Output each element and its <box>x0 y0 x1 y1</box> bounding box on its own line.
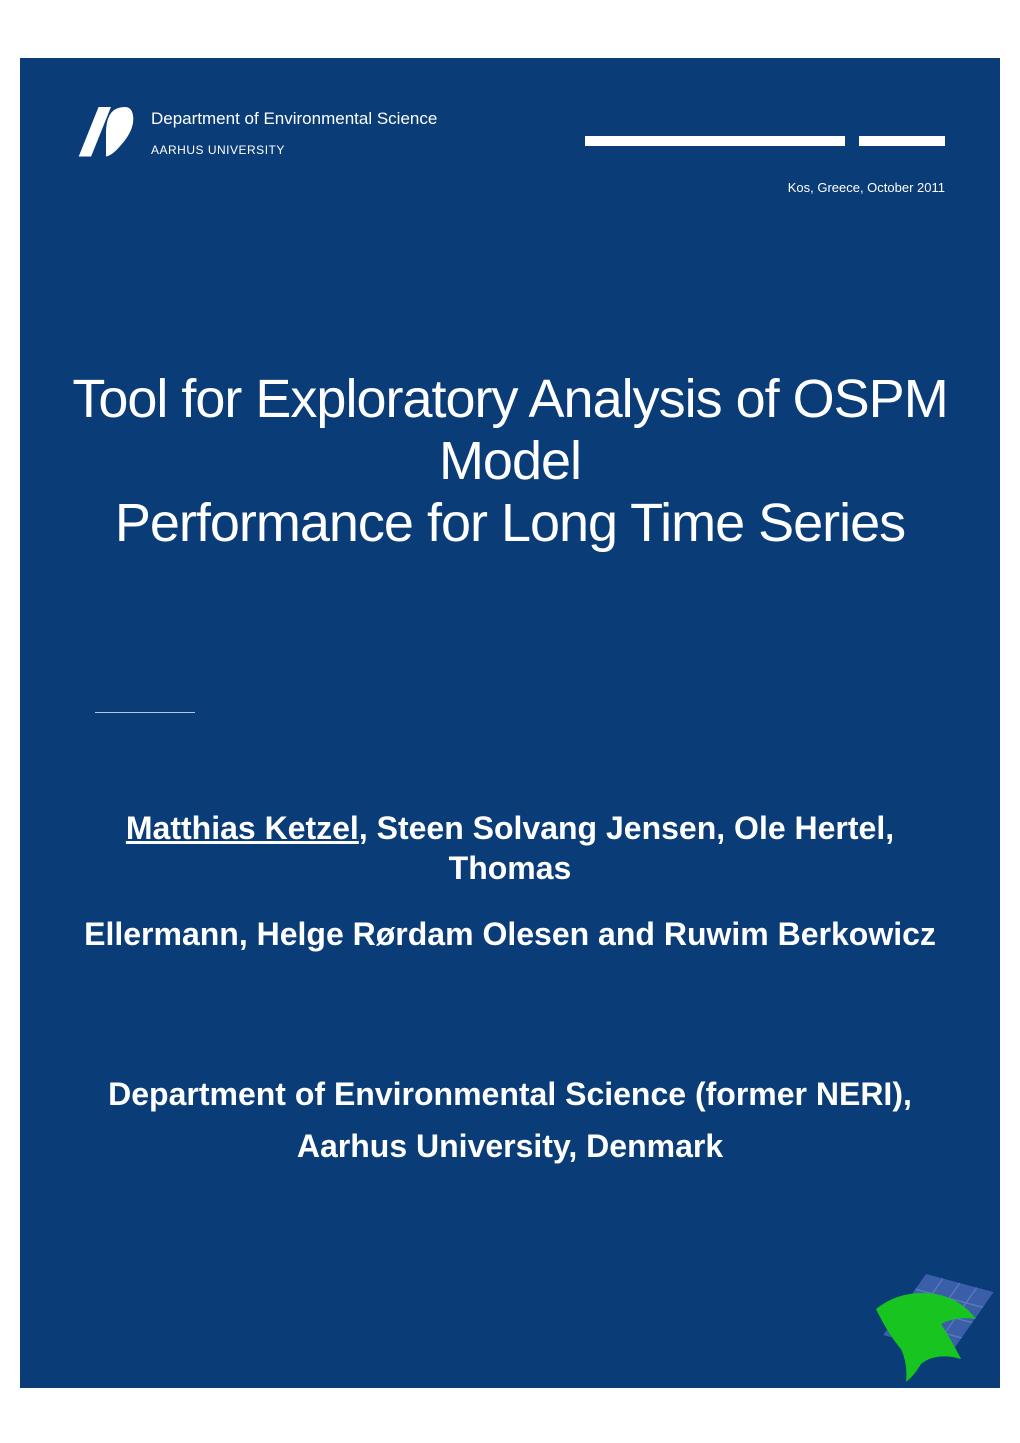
affiliation-line-2: Aarhus University, Denmark <box>80 1128 940 1165</box>
location-date: Kos, Greece, October 2011 <box>788 180 945 195</box>
authors-block: Matthias Ketzel, Steen Solvang Jensen, O… <box>80 808 940 954</box>
title-line-2: Performance for Long Time Series <box>115 493 905 553</box>
header-bar-long <box>585 136 845 146</box>
department-name: Department of Environmental Science <box>151 109 437 129</box>
slide-header: Department of Environmental Science AARH… <box>75 88 945 178</box>
header-bars <box>585 136 945 146</box>
divider-line <box>95 712 195 713</box>
slide: Department of Environmental Science AARH… <box>20 58 1000 1388</box>
aarhus-logo-icon <box>75 102 137 164</box>
header-bar-short <box>859 136 945 146</box>
lead-author: Matthias Ketzel <box>126 810 359 846</box>
university-name: AARHUS UNIVERSITY <box>151 143 437 157</box>
university-logo-block: Department of Environmental Science AARH… <box>75 102 437 164</box>
authors-rest-1: , Steen Solvang Jensen, Ole Hertel, Thom… <box>359 810 894 886</box>
dept-text-block: Department of Environmental Science AARH… <box>151 109 437 157</box>
authors-line-2: Ellermann, Helge Rørdam Olesen and Ruwim… <box>84 916 936 952</box>
title-line-1: Tool for Exploratory Analysis of OSPM Mo… <box>72 369 947 491</box>
presentation-title: Tool for Exploratory Analysis of OSPM Mo… <box>20 368 1000 554</box>
affiliation-line-1: Department of Environmental Science (for… <box>80 1076 940 1113</box>
corner-bird-logo-icon <box>866 1264 996 1384</box>
